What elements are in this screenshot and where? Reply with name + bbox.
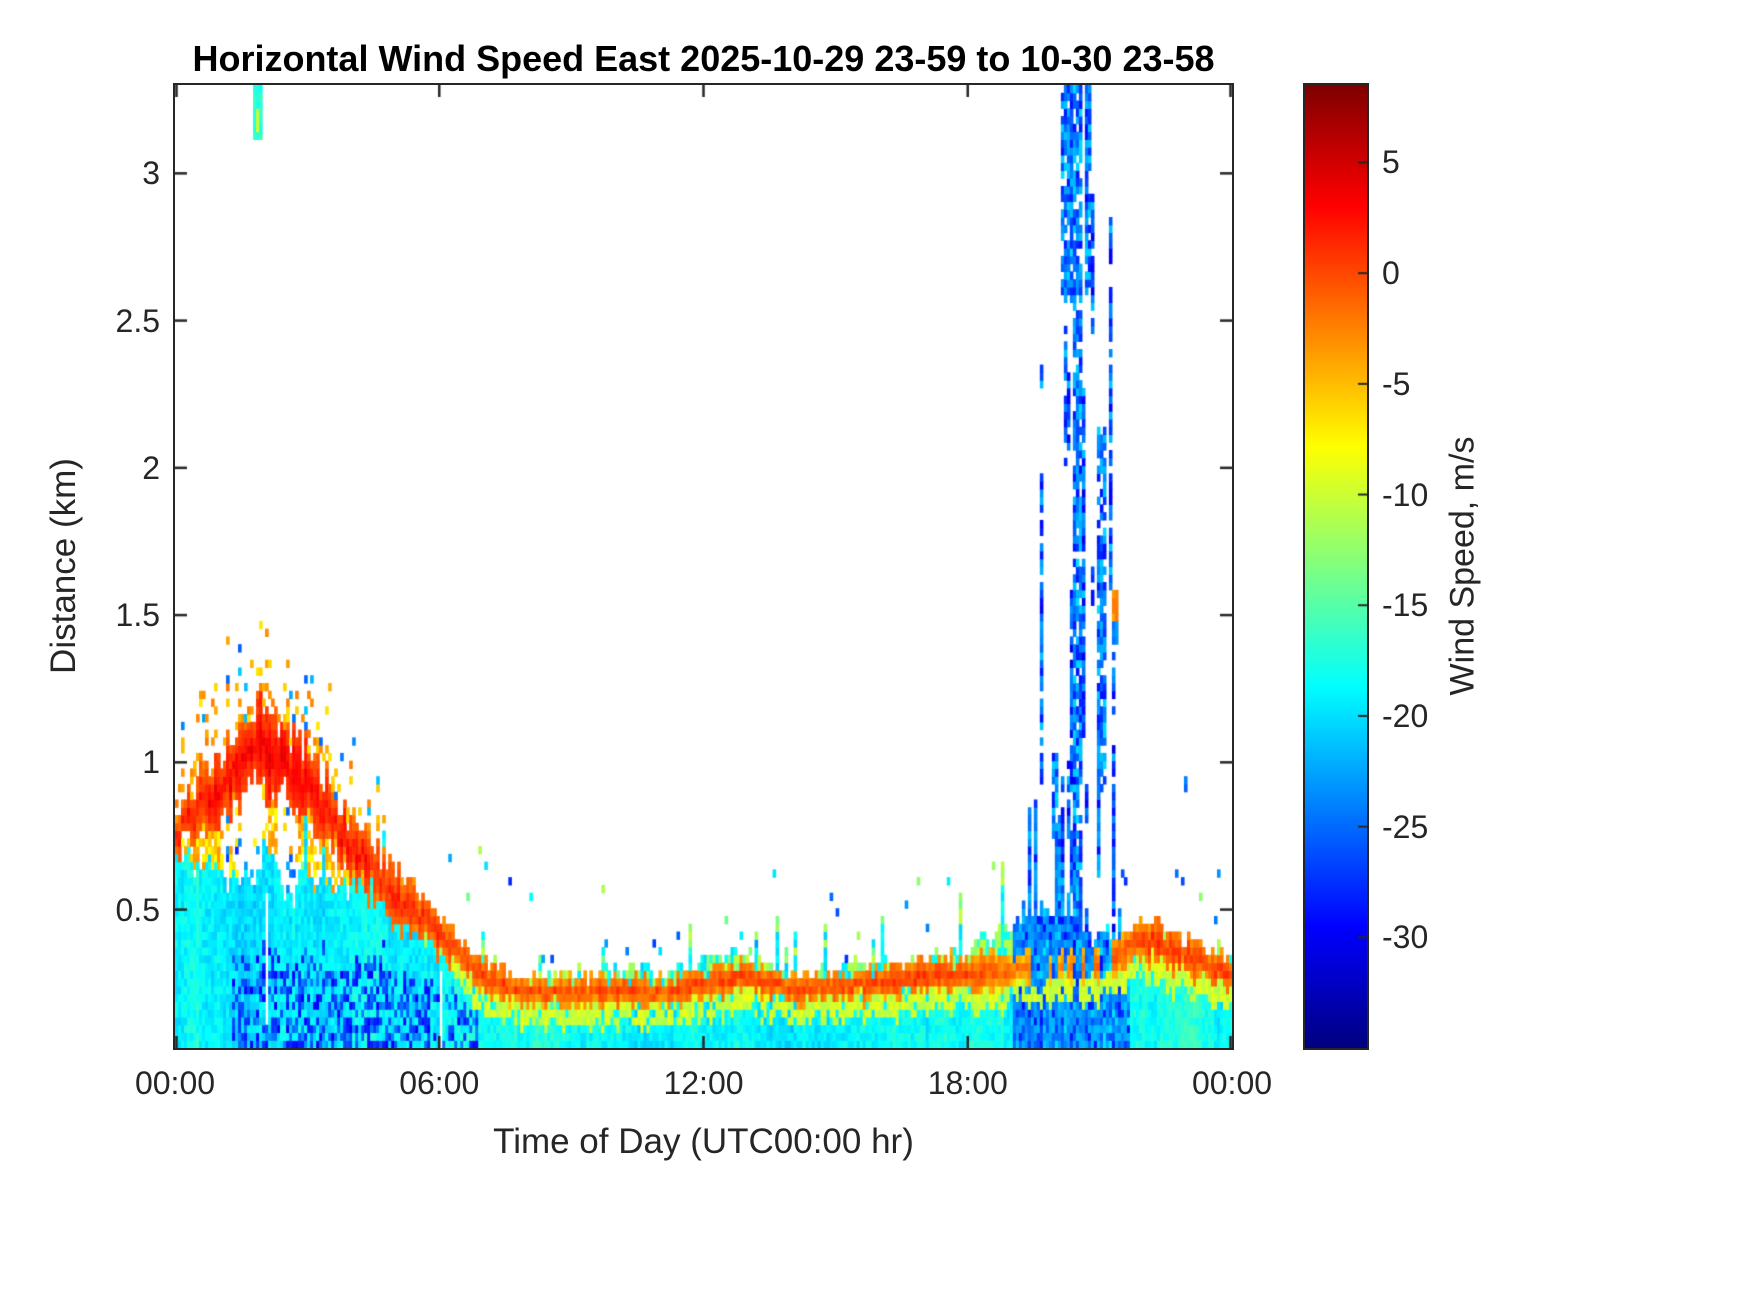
colorbar-tick-label: -25 <box>1382 808 1429 845</box>
colorbar-tick-label: -30 <box>1382 919 1429 956</box>
colorbar-tick-label: -5 <box>1382 365 1411 402</box>
x-tick-label: 00:00 <box>1191 1065 1273 1101</box>
x-tick-label: 18:00 <box>927 1065 1008 1101</box>
colorbar-tick-label: -10 <box>1382 476 1429 513</box>
colorbar-tick-label: 0 <box>1382 255 1400 292</box>
x-axis-label: Time of Day (UTC00:00 hr) <box>493 1122 914 1161</box>
y-tick-label: 2.5 <box>115 302 160 339</box>
x-tick-label: 12:00 <box>663 1065 744 1101</box>
colorbar-tick-label: -15 <box>1382 587 1429 624</box>
y-axis-label: Distance (km) <box>44 458 83 674</box>
colorbar-canvas <box>1305 85 1367 1048</box>
y-tick-label: 2 <box>142 449 160 486</box>
y-tick-label: 0.5 <box>115 891 160 928</box>
chart-title: Horizontal Wind Speed East 2025-10-29 23… <box>192 38 1215 79</box>
y-tick-label: 1 <box>142 744 160 781</box>
plot-area <box>173 83 1234 1050</box>
y-tick-label: 1.5 <box>115 597 160 634</box>
x-tick-label: 00:00 <box>134 1065 216 1101</box>
y-tick-label: 3 <box>142 155 160 192</box>
colorbar-label: Wind Speed, m/s <box>1443 436 1482 696</box>
heatmap-canvas <box>175 85 1232 1048</box>
colorbar-tick-label: -20 <box>1382 697 1429 734</box>
colorbar <box>1303 83 1369 1050</box>
x-tick-label: 06:00 <box>399 1065 480 1101</box>
colorbar-tick-label: 5 <box>1382 144 1400 181</box>
